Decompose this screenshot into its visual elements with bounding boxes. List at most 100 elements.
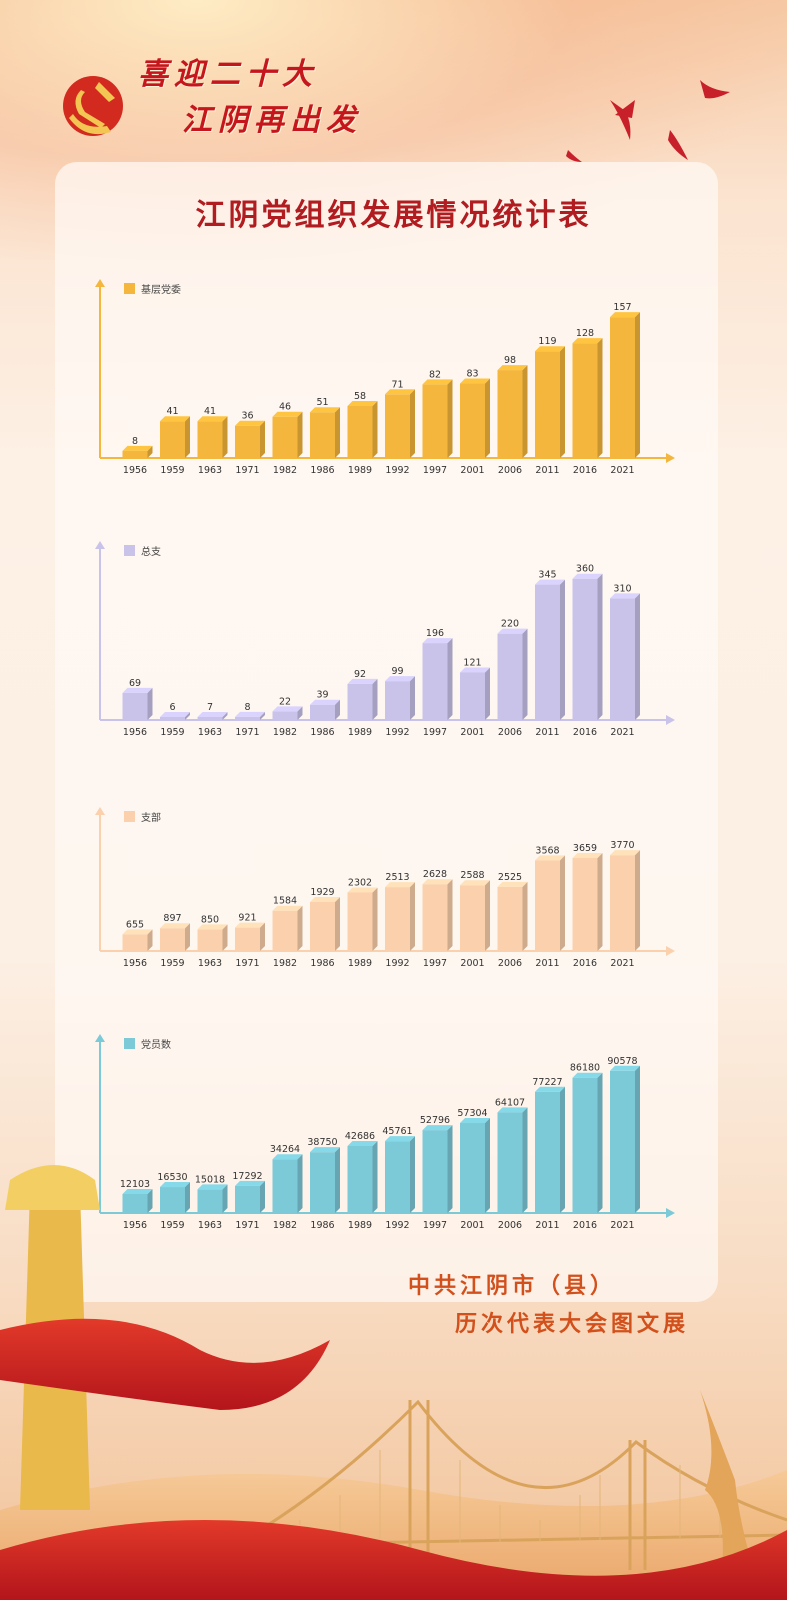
x-tick-label: 1997 xyxy=(423,727,447,738)
bar-side xyxy=(485,880,490,951)
bar-side xyxy=(297,905,303,951)
bar xyxy=(310,412,335,458)
x-tick-label: 1986 xyxy=(310,958,334,969)
header-line-1: 喜迎二十大 xyxy=(138,57,318,92)
bar-top xyxy=(347,887,378,893)
data-label: 3770 xyxy=(610,840,634,851)
bar-side xyxy=(222,712,228,720)
data-label: 92 xyxy=(354,669,366,680)
bar-side xyxy=(260,711,265,720)
bar-top xyxy=(347,1140,378,1146)
bar-side xyxy=(560,855,565,951)
data-label: 850 xyxy=(201,914,219,925)
footer-line-2: 历次代表大会图文展 xyxy=(455,1312,690,1337)
y-axis-arrow-icon xyxy=(95,279,105,287)
bar-side xyxy=(297,411,303,458)
bar-top xyxy=(122,687,153,693)
bar-side xyxy=(185,1182,190,1213)
x-tick-label: 1992 xyxy=(385,958,409,969)
bar xyxy=(572,343,598,458)
x-tick-label: 2001 xyxy=(460,1220,484,1231)
data-label: 36 xyxy=(241,411,253,422)
bar xyxy=(122,1193,148,1213)
bar xyxy=(385,681,410,720)
data-label: 38750 xyxy=(307,1137,337,1148)
bar xyxy=(235,425,260,458)
data-label: 90578 xyxy=(607,1056,637,1067)
bar xyxy=(610,855,635,951)
data-label: 57304 xyxy=(457,1108,487,1119)
legend-swatch xyxy=(124,545,135,556)
bar-top xyxy=(197,924,228,930)
legend-label: 党员数 xyxy=(141,1038,171,1051)
bar xyxy=(272,711,298,720)
birds-icon xyxy=(566,80,730,162)
bar-side xyxy=(522,628,528,720)
data-label: 1929 xyxy=(310,887,334,898)
bar-side xyxy=(335,699,340,720)
bar-side xyxy=(635,850,640,951)
bar-side xyxy=(372,678,378,720)
bar xyxy=(385,1141,410,1213)
data-label: 310 xyxy=(613,583,631,594)
bar-side xyxy=(485,667,490,720)
bar-top xyxy=(460,880,490,886)
bar xyxy=(235,1185,260,1213)
bar-top xyxy=(422,879,453,885)
bar xyxy=(610,598,635,720)
bar-side xyxy=(260,1180,265,1213)
bar-top xyxy=(610,312,640,318)
data-label: 897 xyxy=(163,913,181,924)
y-axis-arrow-icon xyxy=(95,807,105,815)
x-tick-label: 1959 xyxy=(160,1220,184,1231)
data-label: 8 xyxy=(132,436,138,447)
data-label: 360 xyxy=(576,564,594,575)
data-label: 58 xyxy=(354,391,366,402)
bar-side xyxy=(185,416,190,458)
data-label: 121 xyxy=(463,658,481,669)
bar-top xyxy=(272,1154,303,1160)
x-tick-label: 1971 xyxy=(235,727,259,738)
bar-top xyxy=(122,445,153,451)
x-tick-label: 2006 xyxy=(498,1220,522,1231)
x-tick-label: 2001 xyxy=(460,465,484,476)
bar-side xyxy=(522,365,528,458)
x-tick-label: 1992 xyxy=(385,727,409,738)
bar-top xyxy=(497,1107,528,1113)
bar xyxy=(460,383,485,458)
bar-side xyxy=(597,853,603,951)
bar-top xyxy=(535,346,565,352)
data-label: 46 xyxy=(279,402,291,413)
bar xyxy=(460,885,485,951)
x-tick-label: 1956 xyxy=(123,727,147,738)
legend-label: 基层党委 xyxy=(141,283,181,296)
bar-side xyxy=(335,896,340,951)
bar-side xyxy=(147,445,153,458)
x-tick-label: 2006 xyxy=(498,465,522,476)
bar-side xyxy=(635,593,640,720)
bar-side xyxy=(635,1065,640,1213)
data-label: 41 xyxy=(204,406,216,417)
bar-top xyxy=(610,1065,640,1071)
bar-side xyxy=(447,1125,453,1213)
bar-top xyxy=(272,706,303,712)
bar-side xyxy=(372,1140,378,1213)
chart-3: 支部 655 1956 897 1959 850 1963 921 1971 1584 1982 19… xyxy=(95,807,675,969)
party-emblem-icon xyxy=(63,76,123,136)
x-tick-label: 2021 xyxy=(610,465,634,476)
bar-top xyxy=(572,338,603,344)
bar-top xyxy=(197,1184,228,1190)
bar xyxy=(235,927,260,951)
header-slogan: 喜迎二十大 江阴再出发 xyxy=(138,52,362,144)
bar xyxy=(385,887,410,951)
data-label: 52796 xyxy=(420,1115,450,1126)
data-label: 2588 xyxy=(460,870,484,881)
data-label: 15018 xyxy=(195,1174,225,1185)
x-tick-label: 2021 xyxy=(610,958,634,969)
bar xyxy=(610,1070,635,1213)
bar-top xyxy=(535,855,565,861)
bar-top xyxy=(535,1086,565,1092)
chart-4: 党员数 12103 1956 16530 1959 15018 1963 17292 1971 3… xyxy=(95,1034,675,1231)
bar-top xyxy=(610,593,640,599)
x-tick-label: 1992 xyxy=(385,1220,409,1231)
